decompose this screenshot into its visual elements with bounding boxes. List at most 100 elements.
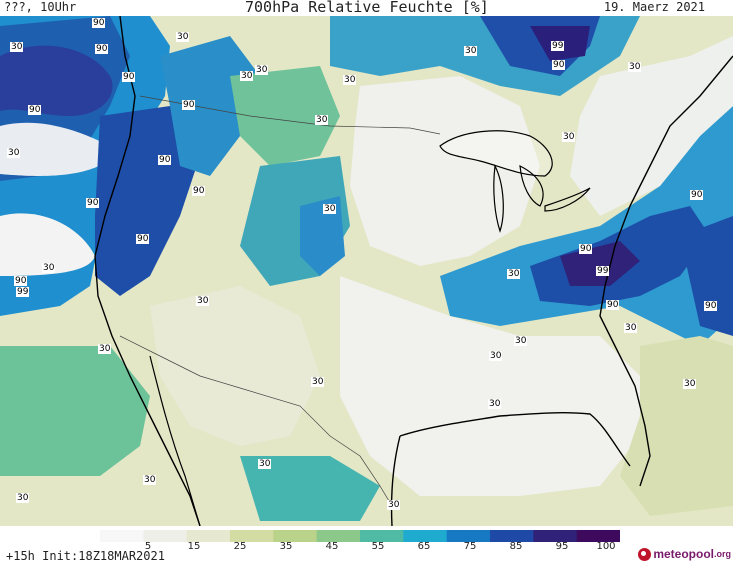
great-lakes-dry-air — [350, 76, 540, 266]
colorbar-segment — [100, 530, 144, 542]
colorbar-tick: 65 — [417, 541, 431, 552]
logo-name: meteopool — [653, 547, 714, 561]
coastal-high-moisture — [95, 106, 200, 296]
humidity-field — [0, 16, 733, 526]
lake-huron — [519, 164, 544, 207]
contour-label: 30 — [176, 32, 190, 42]
contour-label: 30 — [315, 115, 329, 125]
contour-label: 30 — [143, 475, 157, 485]
colorbar-tick: 75 — [463, 541, 477, 552]
map-title: 700hPa Relative Feuchte [%] — [245, 0, 489, 16]
us-canada-border — [139, 95, 441, 135]
meteopool-logo[interactable]: meteopool .org — [638, 547, 731, 561]
contour-label: 30 — [683, 379, 697, 389]
contour-label: 90 — [136, 234, 150, 244]
east-coastline — [599, 55, 733, 487]
contour-label: 30 — [343, 75, 357, 85]
colorbar-segment — [360, 530, 404, 542]
contour-label: 90 — [579, 244, 593, 254]
baja-california — [149, 355, 201, 526]
colorbar-tick: 5 — [144, 541, 152, 552]
southern-dry-air — [340, 276, 640, 496]
mexico-gulf-coast — [390, 435, 401, 526]
colorbar-tick: 85 — [509, 541, 523, 552]
day-time-label: ???, 10Uhr — [4, 0, 77, 14]
contour-label: 30 — [311, 377, 325, 387]
colorbar-tick: 100 — [596, 541, 616, 552]
dry-band-pacific — [0, 213, 95, 276]
colorbar-segment — [186, 530, 231, 542]
colorado-moisture — [300, 196, 345, 276]
contour-label: 90 — [14, 276, 28, 286]
contour-label: 90 — [95, 44, 109, 54]
contour-label: 90 — [192, 186, 206, 196]
colorbar-segment — [316, 530, 361, 542]
contour-label: 90 — [92, 18, 106, 28]
contour-label: 30 — [624, 323, 638, 333]
contour-label: 30 — [255, 65, 269, 75]
contour-label: 90 — [86, 198, 100, 208]
humidity-colorbar — [100, 530, 620, 542]
contour-label: 99 — [551, 41, 565, 51]
logo-icon — [638, 547, 652, 561]
colorbar-segment — [446, 530, 491, 542]
colorbar-segment — [403, 530, 448, 542]
contour-label: 30 — [7, 148, 21, 158]
northeast-dry-air — [570, 36, 733, 216]
contour-label: 30 — [488, 399, 502, 409]
contour-label: 99 — [16, 287, 30, 297]
contour-label: 30 — [628, 62, 642, 72]
contour-label: 90 — [182, 100, 196, 110]
contour-label: 30 — [489, 351, 503, 361]
lake-michigan — [493, 163, 504, 233]
contour-label: 30 — [98, 344, 112, 354]
contour-label: 30 — [562, 132, 576, 142]
colorbar-segment — [273, 530, 318, 542]
contour-label: 90 — [704, 301, 718, 311]
contour-label: 90 — [606, 300, 620, 310]
colorbar-tick: 35 — [279, 541, 293, 552]
contour-label: 90 — [552, 60, 566, 70]
run-info: +15h Init:18Z18MAR2021 — [6, 549, 165, 563]
eastern-pacific-moisture — [0, 346, 150, 476]
map-header: ???, 10Uhr 700hPa Relative Feuchte [%] 1… — [0, 0, 733, 16]
colorbar-segment — [533, 530, 578, 542]
colorbar-tick: 45 — [325, 541, 339, 552]
gulf-coastline — [399, 412, 631, 467]
contour-label: 99 — [596, 266, 610, 276]
colorbar-segment — [230, 530, 274, 542]
colorbar-segment — [576, 530, 620, 542]
colorbar-segment — [490, 530, 534, 542]
northern-rockies-moisture — [160, 36, 260, 176]
lake-superior — [439, 130, 553, 177]
valid-date: 19. Maerz 2021 — [603, 0, 705, 14]
colorbar-tick: 15 — [187, 541, 201, 552]
lake-erie — [544, 187, 591, 212]
colorbar-segment — [143, 530, 188, 542]
contour-label: 30 — [514, 336, 528, 346]
atlantic-high-moisture — [680, 216, 733, 336]
contour-label: 90 — [690, 190, 704, 200]
contour-label: 30 — [10, 42, 24, 52]
southeast-atlantic-moisture — [620, 336, 733, 516]
contour-label: 30 — [16, 493, 30, 503]
colorbar-tick: 55 — [371, 541, 385, 552]
humidity-map — [0, 16, 733, 526]
contour-label: 90 — [28, 105, 42, 115]
west-coastline — [94, 16, 201, 526]
contour-label: 30 — [42, 263, 56, 273]
cyclone-core — [0, 45, 113, 116]
contour-label: 30 — [507, 269, 521, 279]
contour-label: 30 — [196, 296, 210, 306]
contour-label: 30 — [258, 459, 272, 469]
contour-label: 30 — [240, 71, 254, 81]
us-mexico-border — [119, 335, 393, 507]
colorbar-ticks: 5 15 25 35 45 55 65 75 85 95 100 — [0, 541, 733, 555]
contour-label: 30 — [323, 204, 337, 214]
colorbar-tick: 25 — [233, 541, 247, 552]
contour-label: 30 — [387, 500, 401, 510]
dry-slot-pacific — [0, 122, 112, 176]
logo-tld: .org — [714, 549, 731, 559]
contour-label: 90 — [122, 72, 136, 82]
